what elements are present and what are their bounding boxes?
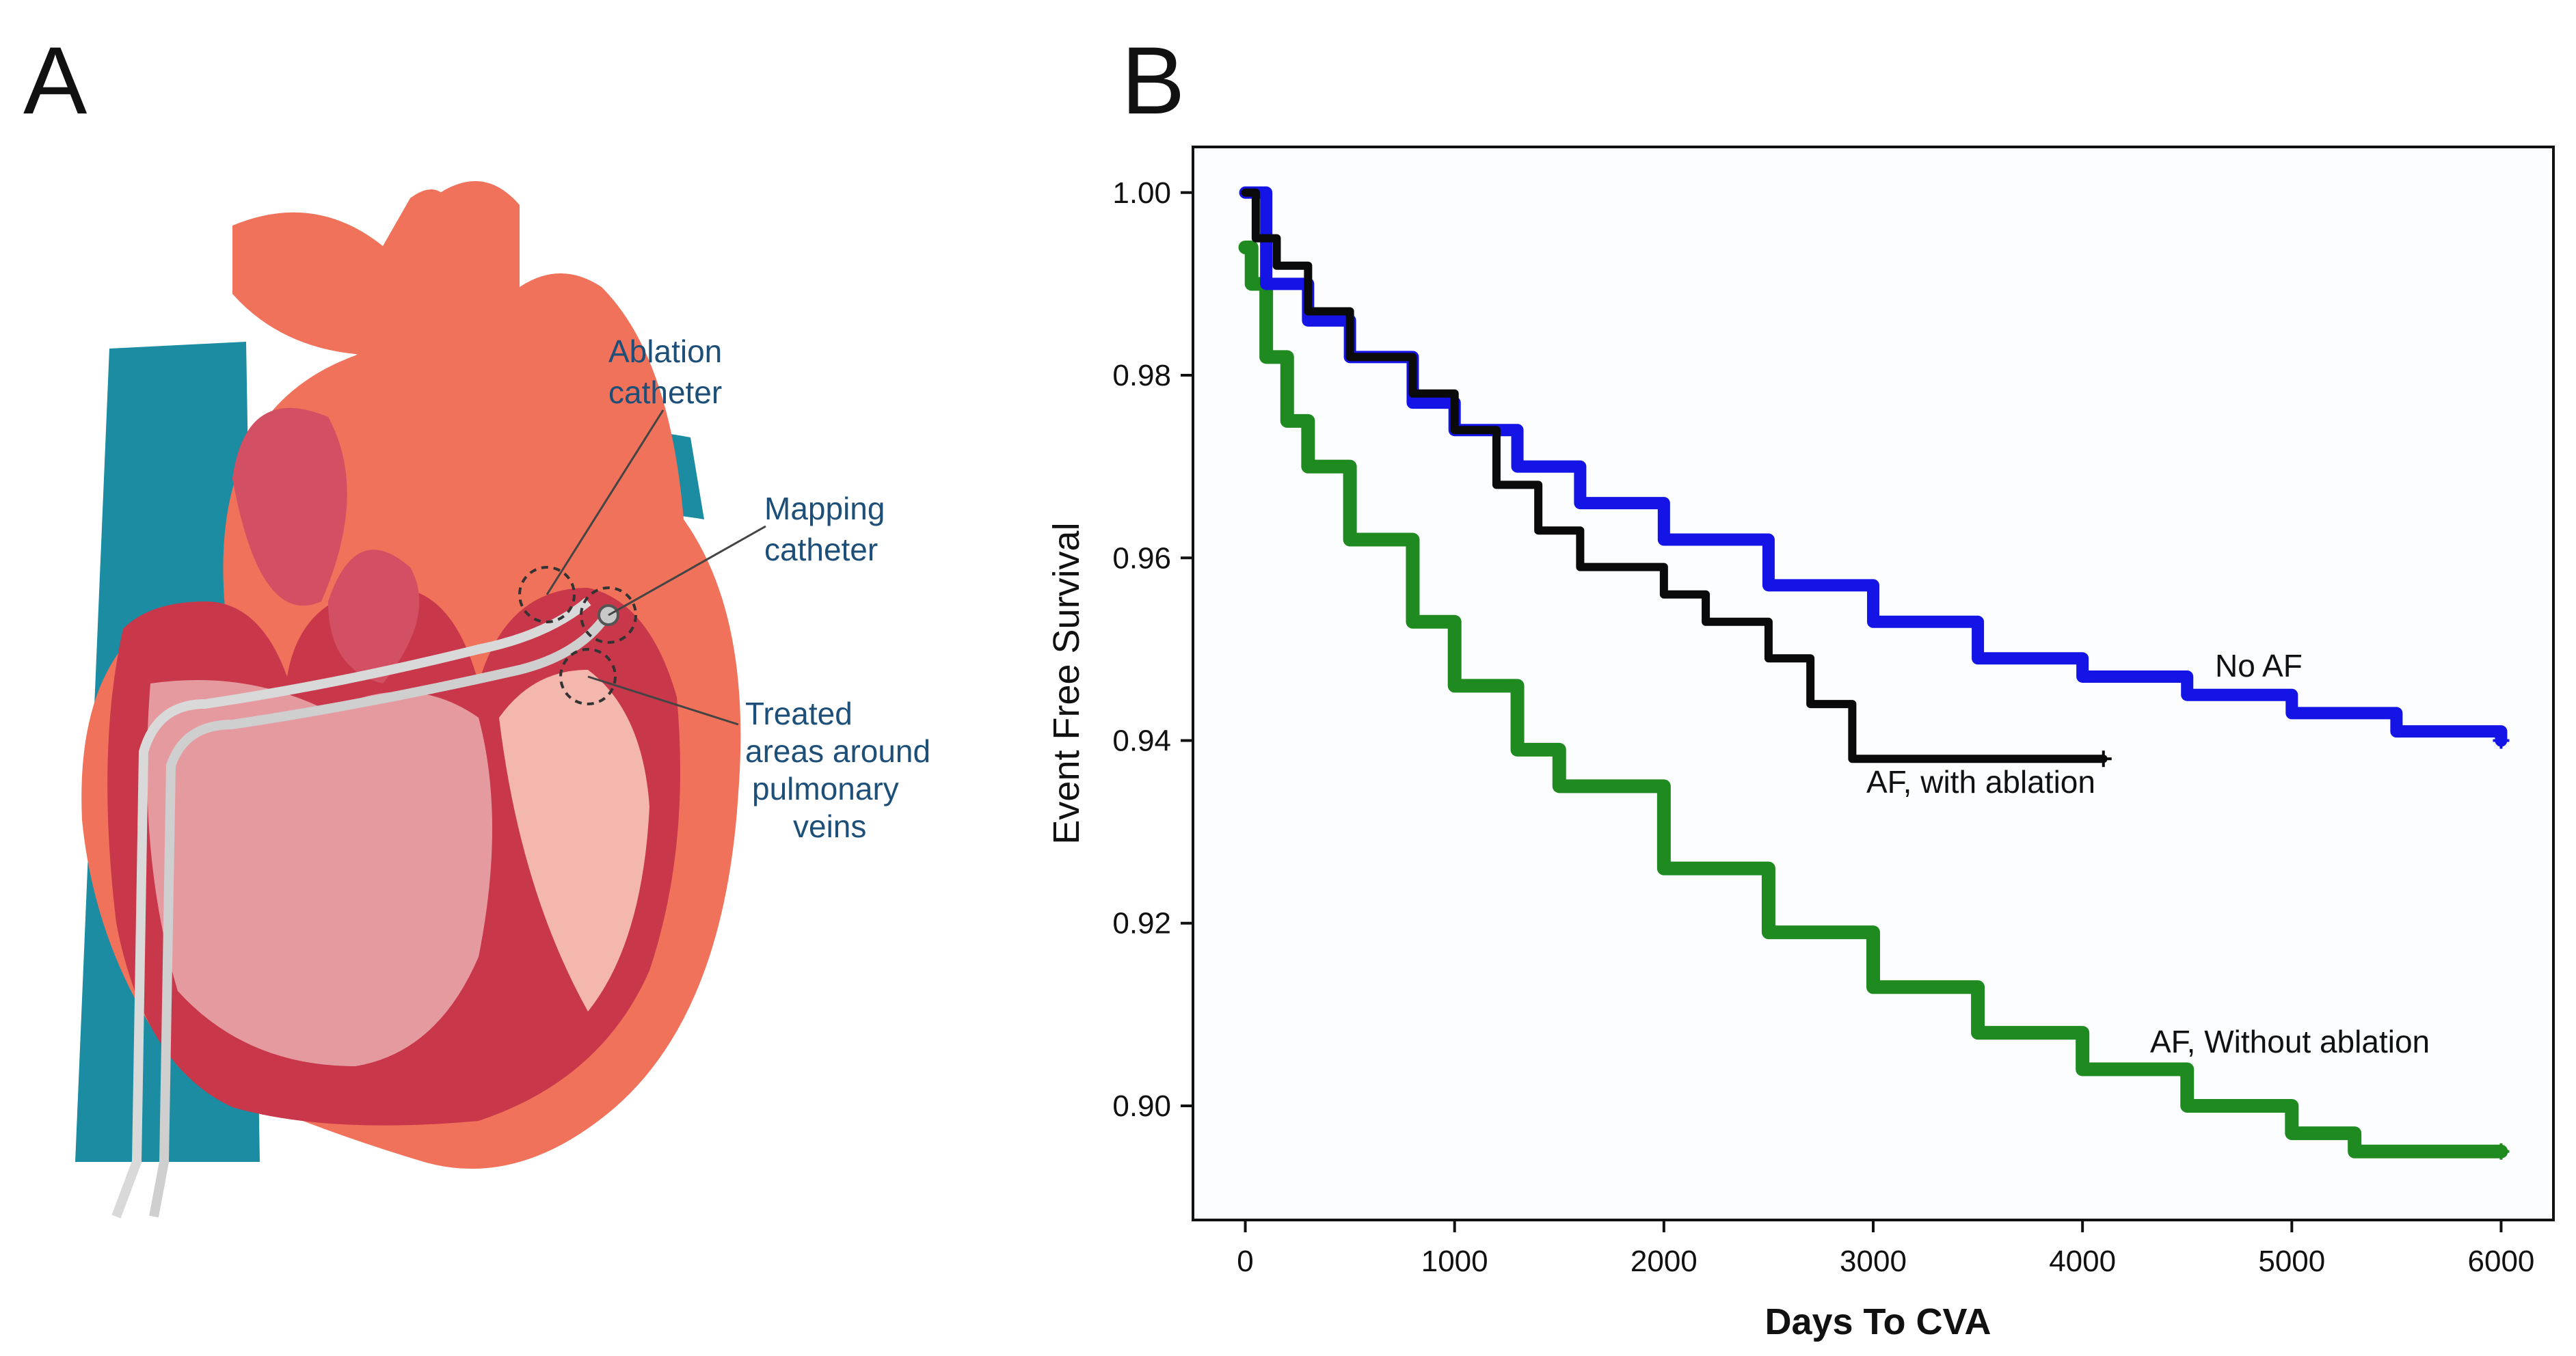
panel-a-letter: A bbox=[23, 27, 88, 134]
x-tick-label: 6000 bbox=[2468, 1245, 2535, 1278]
y-tick-label: 0.92 bbox=[1112, 907, 1171, 940]
callout-treated-line3: pulmonary bbox=[752, 771, 899, 806]
callout-treated-line4: veins bbox=[793, 809, 866, 844]
callout-mapping-line1: Mapping bbox=[764, 491, 885, 526]
callout-ablation-line2: catheter bbox=[608, 375, 722, 410]
x-tick-label: 2000 bbox=[1631, 1245, 1698, 1278]
plot-area bbox=[1192, 146, 2555, 1221]
callout-mapping-line2: catheter bbox=[764, 532, 878, 567]
series-label-af-with-ablation: AF, with ablation bbox=[1866, 764, 2095, 800]
series-layer bbox=[1238, 186, 2510, 1160]
x-axis: 0 1000 2000 3000 4000 5000 6000 bbox=[1237, 1220, 2534, 1278]
series-line-af-with-ablation bbox=[1241, 188, 2108, 763]
heart-illustration: Ablation catheter Mapping catheter Treat… bbox=[75, 181, 930, 1219]
y-tick-label: 0.98 bbox=[1112, 359, 1171, 392]
callout-leaders bbox=[546, 409, 766, 726]
series-label-af-without-ablation: AF, Without ablation bbox=[2150, 1024, 2430, 1059]
x-axis-title: Days To CVA bbox=[1765, 1301, 1991, 1342]
x-tick-label: 5000 bbox=[2258, 1245, 2325, 1278]
callout-ablation-line1: Ablation bbox=[608, 334, 722, 369]
y-tick-label: 0.94 bbox=[1112, 724, 1171, 758]
heart-body bbox=[81, 181, 741, 1169]
x-tick-label: 4000 bbox=[2049, 1245, 2116, 1278]
series-label-no-af: No AF bbox=[2215, 648, 2303, 683]
catheter-lines bbox=[111, 597, 606, 1219]
panel-b-letter: B bbox=[1121, 27, 1185, 134]
y-tick-label: 1.00 bbox=[1112, 176, 1171, 210]
x-tick-label: 1000 bbox=[1421, 1245, 1488, 1278]
x-tick-label: 0 bbox=[1237, 1245, 1253, 1278]
y-tick-label: 0.90 bbox=[1112, 1089, 1171, 1123]
y-tick-label: 0.96 bbox=[1112, 541, 1171, 575]
callout-treated-line2: areas around bbox=[745, 733, 930, 769]
treated-areas bbox=[518, 566, 637, 705]
series-line-af-without-ablation bbox=[1238, 240, 2508, 1158]
callout-treated-line1: Treated bbox=[745, 696, 853, 731]
y-axis-title: Event Free Survival bbox=[1046, 522, 1087, 844]
x-tick-label: 3000 bbox=[1840, 1245, 1907, 1278]
y-axis: 0.90 0.92 0.94 0.96 0.98 1.00 bbox=[1112, 176, 1193, 1123]
aortic-arch bbox=[232, 189, 520, 355]
